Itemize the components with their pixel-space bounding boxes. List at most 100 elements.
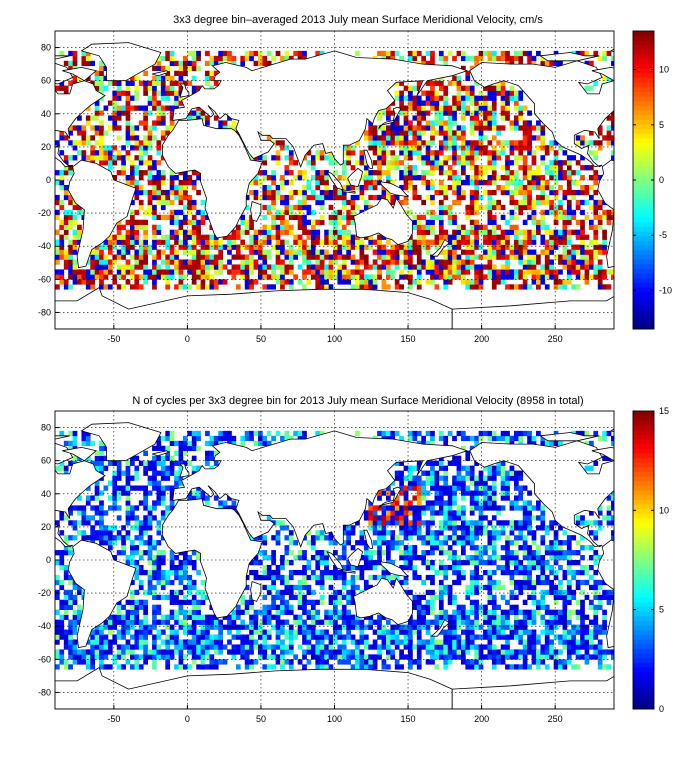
bin-cell (421, 579, 426, 586)
colorbar-swatch (633, 277, 654, 283)
bin-cell (372, 664, 378, 670)
bin-cell (584, 639, 590, 645)
bin-cell (452, 624, 457, 630)
bin-cell (372, 145, 378, 151)
bin-cell (346, 254, 351, 260)
bin-cell (138, 644, 144, 650)
bin-cell (531, 639, 537, 645)
bin-cell (328, 219, 334, 225)
bin-cell (522, 244, 528, 250)
bin-cell (121, 105, 126, 111)
bin-cell (505, 619, 510, 625)
bin-cell (469, 120, 475, 126)
bin-cell (138, 140, 144, 146)
bin-cell (350, 184, 356, 191)
bin-cell (381, 160, 387, 166)
bin-cell (611, 535, 614, 541)
bin-cell (434, 80, 440, 86)
bin-cell (597, 269, 603, 275)
bin-cell (540, 619, 546, 625)
bin-cell (94, 105, 100, 111)
bin-cell (333, 244, 338, 250)
y-tick-label: 20 (41, 142, 51, 152)
bin-cell (341, 234, 347, 240)
bin-cell (240, 254, 246, 260)
bin-cell (527, 110, 532, 116)
bin-cell (553, 254, 559, 260)
bin-cell (469, 569, 475, 576)
bin-cell (59, 224, 65, 230)
bin-cell (121, 634, 126, 640)
bin-cell (319, 284, 325, 290)
bin-cell (465, 264, 471, 270)
bin-cell (487, 214, 493, 221)
bin-cell (474, 574, 479, 581)
bin-cell (94, 274, 100, 280)
bin-cell (169, 120, 175, 126)
bin-cell (536, 579, 541, 586)
bin-cell (549, 550, 554, 556)
bin-cell (571, 264, 577, 270)
bin-cell (284, 599, 290, 605)
bin-cell (297, 589, 303, 596)
bin-cell (116, 550, 122, 556)
bin-cell (103, 269, 109, 275)
bin-cell (152, 75, 157, 81)
bin-cell (240, 229, 246, 235)
bin-cell (346, 184, 351, 191)
bin-cell (593, 619, 599, 625)
bin-cell (461, 55, 466, 62)
bin-cell (103, 649, 109, 655)
bin-cell (430, 160, 435, 166)
bin-cell (408, 259, 413, 265)
bin-cell (474, 599, 479, 605)
bin-cell (324, 170, 329, 176)
bin-cell (178, 75, 184, 81)
bin-cell (478, 574, 484, 581)
bin-cell (491, 249, 497, 255)
bin-cell (377, 160, 382, 166)
bin-cell (399, 244, 404, 250)
bin-cell (310, 244, 316, 250)
bin-cell (169, 249, 175, 255)
bin-cell (209, 254, 215, 260)
bin-cell (156, 540, 162, 546)
bin-cell (81, 50, 87, 57)
bin-cell (59, 269, 65, 275)
bin-cell (200, 664, 206, 670)
bin-cell (205, 639, 210, 645)
bin-cell (536, 639, 541, 645)
bin-cell (218, 659, 223, 665)
bin-cell (522, 160, 528, 166)
bin-cell (160, 115, 166, 121)
bin-cell (571, 550, 577, 556)
bin-cell (522, 239, 528, 245)
bin-cell (337, 279, 343, 285)
bin-cell (112, 120, 118, 126)
bin-cell (478, 545, 484, 551)
bin-cell (81, 274, 87, 280)
bin-cell (94, 624, 100, 630)
bin-cell (385, 249, 391, 255)
bin-cell (231, 125, 237, 131)
bin-cell (319, 654, 325, 660)
bin-cell (593, 80, 599, 86)
bin-cell (262, 264, 268, 270)
bin-cell (505, 639, 510, 645)
bin-cell (262, 574, 268, 581)
bin-cell (377, 155, 382, 161)
bin-cell (408, 170, 413, 176)
bin-cell (165, 130, 171, 136)
bin-cell (509, 269, 515, 275)
bin-cell (59, 649, 65, 655)
bin-cell (112, 619, 118, 625)
bin-cell (536, 574, 541, 581)
bin-cell (346, 234, 351, 240)
bin-cell (403, 135, 409, 141)
bin-cell (258, 239, 263, 245)
bin-cell (112, 659, 118, 665)
bin-cell (324, 184, 329, 191)
bin-cell (160, 560, 166, 566)
bin-cell (310, 614, 316, 620)
bin-cell (421, 224, 426, 230)
